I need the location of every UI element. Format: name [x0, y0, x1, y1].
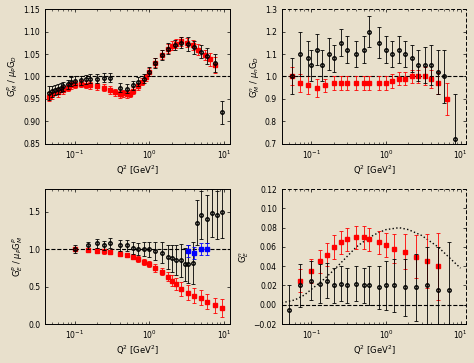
X-axis label: Q$^2$ [GeV$^2$]: Q$^2$ [GeV$^2$] [116, 344, 159, 358]
X-axis label: Q$^2$ [GeV$^2$]: Q$^2$ [GeV$^2$] [116, 164, 159, 178]
Y-axis label: G$_M^P$ / $\mu_P$G$_D$: G$_M^P$ / $\mu_P$G$_D$ [6, 56, 20, 97]
Y-axis label: G$_E^P$ / $\mu_P$G$_M^P$: G$_E^P$ / $\mu_P$G$_M^P$ [10, 236, 25, 277]
X-axis label: Q$^2$ [GeV$^2$]: Q$^2$ [GeV$^2$] [353, 344, 395, 358]
Y-axis label: G$_E^n$: G$_E^n$ [237, 250, 251, 263]
Y-axis label: G$_M^n$ / $\mu_n$G$_D$: G$_M^n$ / $\mu_n$G$_D$ [248, 56, 262, 98]
X-axis label: Q$^2$ [GeV$^2$]: Q$^2$ [GeV$^2$] [353, 164, 395, 178]
